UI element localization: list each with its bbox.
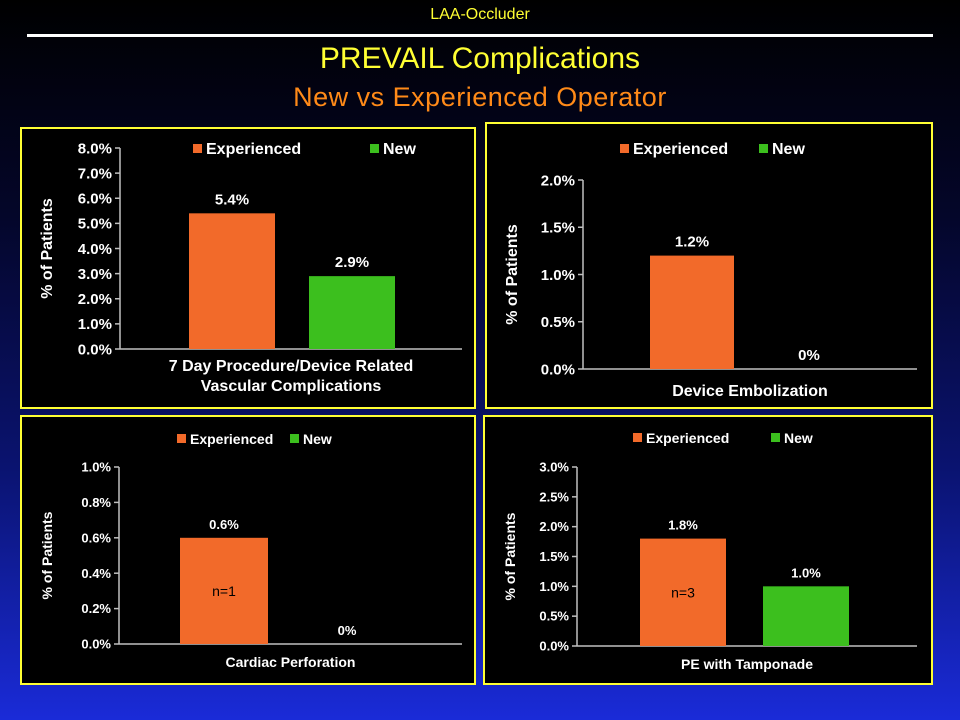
legend-swatch-experienced xyxy=(177,434,186,443)
y-tick-label: 0.2% xyxy=(81,601,111,616)
legend-label-new: New xyxy=(772,141,805,158)
bar-value-label: 1.2% xyxy=(675,234,709,251)
bar-value-label: 2.9% xyxy=(335,254,369,271)
legend-swatch-experienced xyxy=(620,144,629,153)
legend-label-experienced: Experienced xyxy=(206,141,301,158)
bar-experienced xyxy=(180,537,268,644)
y-tick-label: 0.0% xyxy=(78,341,112,358)
y-tick-label: 2.0% xyxy=(541,172,575,189)
x-axis-title: Device Embolization xyxy=(672,383,828,400)
y-axis-title: % of Patients xyxy=(39,511,55,599)
slide-subtitle: New vs Experienced Operator xyxy=(293,82,667,112)
y-tick-label: 0.0% xyxy=(539,639,569,654)
legend-swatch-experienced xyxy=(633,433,642,442)
bar-value-label: 0% xyxy=(798,347,820,364)
bar-value-label: 1.0% xyxy=(791,565,821,580)
bar-value-label: 1.8% xyxy=(668,518,698,533)
y-tick-label: 0.4% xyxy=(81,566,111,581)
y-tick-label: 0.0% xyxy=(81,637,111,652)
bar-value-label: 5.4% xyxy=(215,191,249,208)
y-tick-label: 2.5% xyxy=(539,489,569,504)
y-tick-label: 1.5% xyxy=(541,220,575,237)
legend-label-new: New xyxy=(383,141,416,158)
bar-annotation: n=1 xyxy=(212,583,236,599)
y-tick-label: 0.6% xyxy=(81,530,111,545)
y-tick-label: 0.5% xyxy=(539,609,569,624)
legend-swatch-new xyxy=(290,434,299,443)
bar-experienced xyxy=(189,213,275,349)
chart-panel-vascular-complications: Experienced New 0.0% 1.0% 2.0% 3.0% 4.0% 5.0% 6.… xyxy=(20,127,476,409)
legend-swatch-new xyxy=(759,144,768,153)
y-tick-label: 1.0% xyxy=(539,579,569,594)
legend-swatch-new xyxy=(370,144,379,153)
slide-title: PREVAIL Complications xyxy=(319,42,641,75)
bar-annotation: n=3 xyxy=(671,584,695,600)
chart-panel-pe-tamponade: Experienced New 0.0% 0.5% 1.0% 1.5% 2.0% 2.5% 3.… xyxy=(483,415,933,685)
chart-panel-cardiac-perforation: Experienced New 0.0% 0.2% 0.4% 0.6% 0.8% 1.0% % … xyxy=(20,415,476,685)
chart-panel-device-embolization: Experienced New 0.0% 0.5% 1.0% 1.5% 2.0% % of P… xyxy=(485,122,933,409)
y-tick-label: 2.0% xyxy=(539,519,569,534)
y-tick-label: 1.0% xyxy=(541,267,575,284)
y-tick-label: 4.0% xyxy=(78,241,112,258)
y-tick-label: 0.0% xyxy=(541,361,575,378)
y-axis-title: % of Patients xyxy=(39,198,56,299)
legend-label-new: New xyxy=(303,431,332,447)
bar-value-label: 0.6% xyxy=(209,517,239,532)
x-axis-title: Cardiac Perforation xyxy=(226,654,356,670)
y-tick-label: 6.0% xyxy=(78,191,112,208)
x-axis-title: 7 Day Procedure/Device Related xyxy=(169,358,414,375)
y-tick-label: 5.0% xyxy=(78,216,112,233)
y-tick-label: 0.8% xyxy=(81,495,111,510)
bar-new xyxy=(763,586,849,646)
y-tick-label: 2.0% xyxy=(78,291,112,308)
legend-label-experienced: Experienced xyxy=(190,431,273,447)
bar-value-label: 0% xyxy=(338,623,357,638)
legend-swatch-new xyxy=(771,433,780,442)
legend-swatch-experienced xyxy=(193,144,202,153)
x-axis-title: PE with Tamponade xyxy=(681,656,813,672)
bar-experienced xyxy=(650,255,734,369)
y-tick-label: 3.0% xyxy=(78,266,112,283)
y-tick-label: 8.0% xyxy=(78,140,112,157)
y-tick-label: 0.5% xyxy=(541,314,575,331)
legend-label-new: New xyxy=(784,430,813,446)
y-axis-title: % of Patients xyxy=(502,512,518,600)
chart-svg: Experienced New 0.0% 0.5% 1.0% 1.5% 2.0% % of P… xyxy=(504,141,917,400)
y-tick-label: 3.0% xyxy=(539,460,569,475)
y-tick-label: 1.0% xyxy=(78,316,112,333)
x-axis-title: Vascular Complications xyxy=(201,378,382,395)
chart-svg: Experienced New 0.0% 0.2% 0.4% 0.6% 0.8% 1.0% % … xyxy=(39,431,462,670)
bar-experienced xyxy=(640,538,726,646)
chart-svg: Experienced New 0.0% 1.0% 2.0% 3.0% 4.0% 5.0% 6.… xyxy=(39,140,462,395)
y-tick-label: 1.5% xyxy=(539,549,569,564)
chart-svg: Experienced New 0.0% 0.5% 1.0% 1.5% 2.0% 2.5% 3.… xyxy=(502,430,917,672)
y-axis-title: % of Patients xyxy=(504,224,521,325)
slide-top-label: LAA-Occluder xyxy=(430,6,530,23)
legend-label-experienced: Experienced xyxy=(633,141,728,158)
bar-new xyxy=(309,276,395,349)
legend-label-experienced: Experienced xyxy=(646,430,729,446)
y-tick-label: 7.0% xyxy=(78,165,112,182)
y-tick-label: 1.0% xyxy=(81,460,111,475)
header-divider xyxy=(27,34,933,37)
